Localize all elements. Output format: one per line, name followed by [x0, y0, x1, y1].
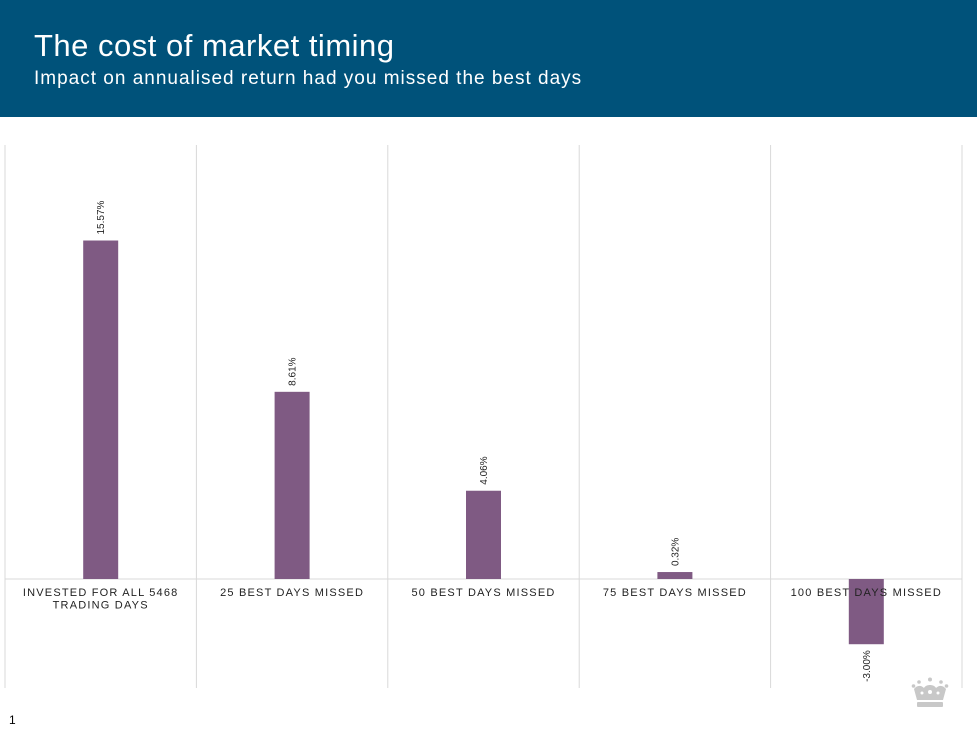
crown-icon [911, 677, 949, 707]
category-label: 50 BEST DAYS MISSED [411, 587, 555, 599]
chart-bars [83, 240, 884, 645]
page-number: 1 [9, 713, 16, 727]
header-banner: The cost of market timing Impact on annu… [0, 0, 977, 117]
data-label: 4.06% [479, 456, 490, 484]
data-label: -3.00% [862, 650, 873, 682]
category-label: 100 BEST DAYS MISSED [791, 587, 942, 599]
chart-data-labels: 15.57% 8.61% 4.06% 0.32% -3.00% [96, 200, 873, 681]
category-label: 25 BEST DAYS MISSED [220, 587, 364, 599]
bar [83, 240, 119, 580]
category-label: TRADING DAYS [53, 600, 149, 612]
data-label: 15.57% [96, 200, 107, 234]
data-label: 8.61% [288, 357, 299, 385]
bar [848, 579, 884, 645]
data-label: 0.32% [670, 538, 681, 566]
category-label: INVESTED FOR ALL 5468 [23, 587, 179, 599]
bar [274, 391, 310, 579]
bar [657, 572, 693, 579]
page-title: The cost of market timing [34, 28, 395, 63]
chart-grid [4, 145, 963, 688]
bar [466, 490, 501, 579]
page-subtitle: Impact on annualised return had you miss… [34, 68, 583, 89]
category-label: 75 BEST DAYS MISSED [603, 587, 747, 599]
